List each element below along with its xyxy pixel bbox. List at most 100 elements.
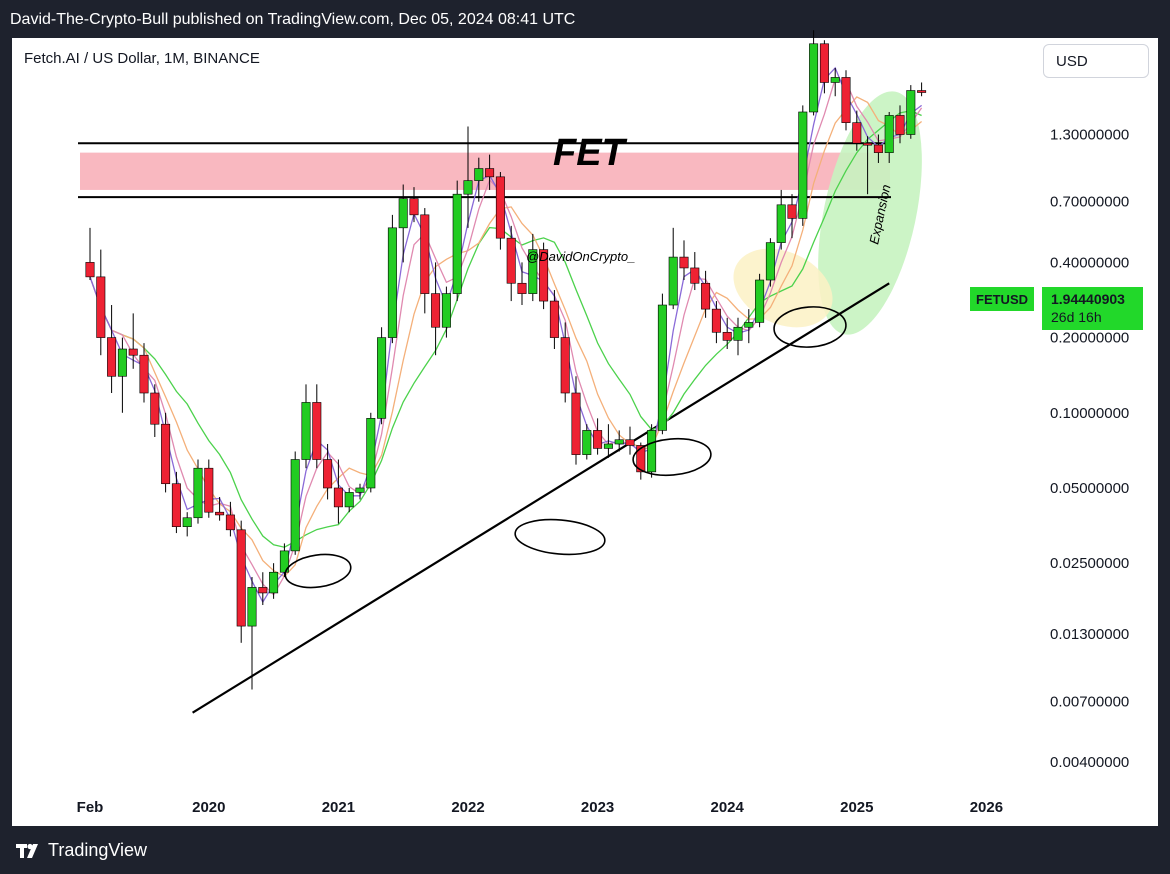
candle-body [863,142,873,146]
candle[interactable] [355,483,365,500]
candle[interactable] [463,126,473,228]
candle[interactable] [301,384,311,469]
candle[interactable] [863,136,873,195]
candle-body [247,587,257,627]
candle[interactable] [452,180,462,302]
candle[interactable] [107,305,117,394]
candle[interactable] [258,572,268,606]
candle[interactable] [744,309,754,344]
candle[interactable] [150,384,160,437]
candle[interactable] [809,30,819,116]
candle[interactable] [798,105,808,226]
candle[interactable] [193,459,203,524]
currency-button[interactable]: USD [1043,44,1149,78]
candle[interactable] [625,426,635,455]
candle[interactable] [560,322,570,403]
candle[interactable] [657,293,667,435]
candle[interactable] [85,227,95,281]
candle-body [355,487,365,493]
candle[interactable] [517,262,527,306]
candle[interactable] [344,487,354,513]
candle[interactable] [161,412,171,493]
candle[interactable] [474,157,484,202]
candle[interactable] [582,424,592,460]
candle[interactable] [755,273,765,328]
candle-body [744,322,754,328]
candle[interactable] [215,497,225,521]
candle[interactable] [182,512,192,537]
candle[interactable] [528,233,538,302]
candle-body [841,77,851,123]
candle-body [830,77,840,83]
candle[interactable] [431,262,441,356]
candle-body [895,115,905,135]
candle[interactable] [420,208,430,314]
candle[interactable] [722,317,732,350]
candle[interactable] [269,563,279,599]
candle[interactable] [139,343,149,403]
candle[interactable] [647,424,657,478]
candle-body [420,214,430,294]
candle[interactable] [819,40,829,94]
candle[interactable] [852,110,862,151]
candle[interactable] [711,301,721,344]
candle[interactable] [539,242,549,310]
candle[interactable] [117,337,127,413]
candle[interactable] [171,471,181,534]
candle[interactable] [204,459,214,518]
candle-body [117,348,127,377]
candle[interactable] [225,501,235,537]
x-tick-label: 2020 [192,799,225,816]
candle[interactable] [247,577,257,690]
candle[interactable] [906,85,916,139]
candle[interactable] [679,240,689,281]
candle[interactable] [873,134,883,163]
author-handle-annotation: @DavidOnCrypto_ [526,249,635,264]
candle[interactable] [765,238,775,287]
candle[interactable] [733,317,743,356]
candle[interactable] [290,451,300,555]
candle[interactable] [485,154,495,190]
candle-body [614,439,624,445]
candle[interactable] [614,430,624,452]
candle[interactable] [333,459,343,524]
candle[interactable] [884,111,894,163]
candle-body [463,180,473,195]
candle[interactable] [279,543,289,578]
candle[interactable] [366,412,376,493]
candle-body [182,517,192,527]
candle[interactable] [409,187,419,223]
candle-body [279,550,289,573]
candle[interactable] [776,189,786,250]
candle[interactable] [549,290,559,350]
candle[interactable] [830,67,840,97]
candle[interactable] [236,520,246,643]
candle[interactable] [387,214,397,344]
candle[interactable] [571,376,581,465]
candle[interactable] [701,270,711,318]
candle[interactable] [593,418,603,455]
candle-body [495,176,505,239]
candle[interactable] [398,184,408,263]
candle[interactable] [895,105,905,144]
candle-body [161,423,171,485]
candle[interactable] [917,82,927,97]
candle[interactable] [787,194,797,239]
candle[interactable] [441,286,451,338]
price-badge: FETUSD 1.94440903 26d 16h [970,287,1143,330]
tradingview-logo[interactable]: TradingView [16,840,147,861]
candle[interactable] [603,424,613,458]
candle[interactable] [506,225,516,302]
candle[interactable] [841,70,851,131]
candle-body [171,483,181,527]
candle-body [452,193,462,294]
candle[interactable] [690,252,700,291]
candle[interactable] [323,443,333,500]
candle[interactable] [377,327,387,425]
candle[interactable] [495,172,505,250]
candle[interactable] [668,227,678,310]
candle[interactable] [312,384,322,469]
candle[interactable] [96,249,106,356]
candle[interactable] [128,313,138,369]
